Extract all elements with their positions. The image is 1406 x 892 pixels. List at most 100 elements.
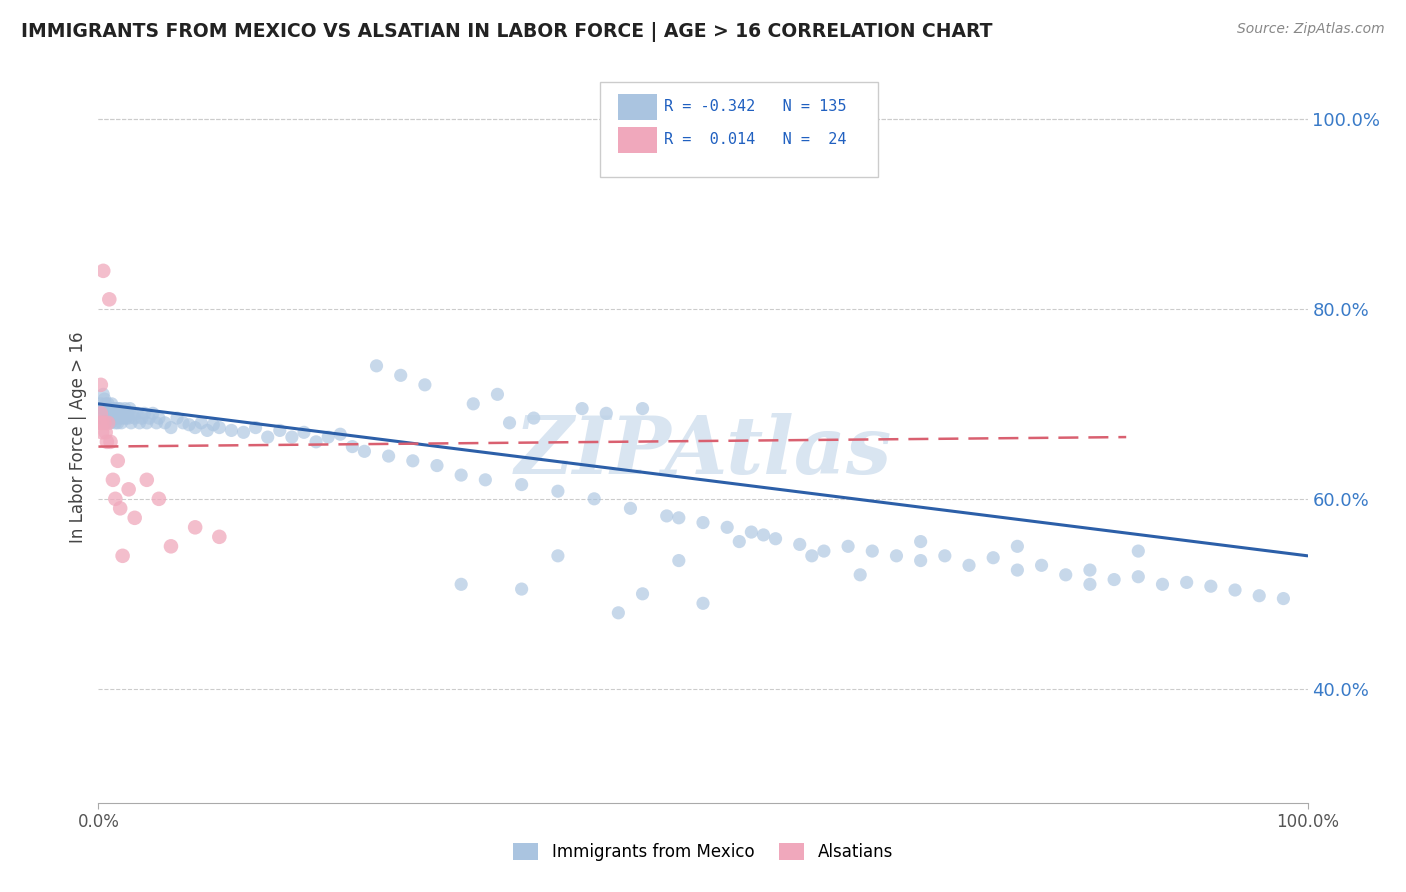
Point	[97, 416, 120, 430]
Point	[402, 454, 425, 468]
Point	[110, 416, 132, 430]
Point	[849, 567, 872, 582]
Point	[118, 411, 141, 425]
Point	[118, 483, 141, 497]
Point	[96, 411, 118, 425]
Point	[631, 587, 654, 601]
Point	[96, 401, 118, 416]
Point	[108, 406, 131, 420]
Point	[450, 468, 472, 483]
Point	[107, 416, 129, 430]
Point	[655, 508, 678, 523]
Point	[108, 411, 131, 425]
Point	[107, 401, 129, 416]
Point	[108, 501, 131, 516]
Point	[886, 549, 908, 563]
Point	[910, 553, 932, 567]
Point	[128, 416, 150, 430]
Point	[94, 425, 117, 440]
Point	[1223, 582, 1246, 597]
Point	[329, 427, 352, 442]
Point	[510, 582, 533, 596]
Point	[510, 477, 533, 491]
Point	[117, 406, 139, 420]
Point	[112, 411, 135, 425]
Point	[1249, 589, 1271, 603]
Y-axis label: In Labor Force | Age > 16: In Labor Force | Age > 16	[69, 331, 87, 543]
Point	[195, 424, 218, 438]
Point	[104, 401, 127, 416]
Point	[571, 401, 593, 416]
FancyBboxPatch shape	[600, 82, 879, 178]
Point	[232, 425, 254, 440]
Point	[547, 549, 569, 563]
Point	[135, 416, 157, 430]
Point	[1054, 567, 1077, 582]
Point	[619, 501, 641, 516]
Point	[765, 532, 787, 546]
Point	[91, 416, 114, 430]
Point	[813, 544, 835, 558]
Point	[94, 416, 117, 430]
Point	[692, 596, 714, 610]
Point	[595, 406, 617, 420]
Point	[104, 491, 127, 506]
Text: R = -0.342   N = 135: R = -0.342 N = 135	[664, 99, 846, 114]
Point	[668, 553, 690, 567]
Point	[127, 406, 149, 420]
Point	[105, 411, 128, 425]
Point	[860, 544, 883, 558]
Point	[377, 449, 399, 463]
Point	[486, 387, 509, 401]
Point	[631, 401, 654, 416]
Point	[668, 511, 690, 525]
Point	[118, 401, 141, 416]
Point	[160, 420, 183, 434]
Point	[957, 558, 980, 573]
Point	[179, 417, 201, 432]
Point	[1199, 579, 1222, 593]
Point	[728, 534, 751, 549]
Point	[184, 420, 207, 434]
Point	[108, 401, 131, 416]
Point	[111, 406, 134, 420]
Point	[100, 434, 122, 449]
Point	[910, 534, 932, 549]
Point	[692, 516, 714, 530]
FancyBboxPatch shape	[619, 127, 657, 153]
Point	[100, 401, 122, 416]
Point	[607, 606, 630, 620]
Text: Source: ZipAtlas.com: Source: ZipAtlas.com	[1237, 22, 1385, 37]
Point	[413, 377, 436, 392]
Point	[208, 420, 231, 434]
Point	[97, 406, 120, 420]
Point	[114, 401, 136, 416]
Point	[91, 401, 114, 416]
Point	[98, 411, 121, 425]
Point	[1272, 591, 1295, 606]
Point	[1128, 570, 1150, 584]
Point	[934, 549, 956, 563]
Point	[172, 416, 194, 430]
Text: IMMIGRANTS FROM MEXICO VS ALSATIAN IN LABOR FORCE | AGE > 16 CORRELATION CHART: IMMIGRANTS FROM MEXICO VS ALSATIAN IN LA…	[21, 22, 993, 42]
Point	[184, 520, 207, 534]
Point	[389, 368, 412, 383]
Point	[103, 411, 125, 425]
Point	[426, 458, 449, 473]
Point	[202, 417, 225, 432]
Point	[91, 387, 114, 401]
Point	[190, 416, 212, 430]
Point	[98, 401, 121, 416]
Point	[166, 411, 188, 425]
Point	[105, 406, 128, 420]
Point	[148, 491, 170, 506]
Point	[124, 411, 146, 425]
Point	[292, 425, 315, 440]
Point	[121, 406, 143, 420]
Point	[104, 416, 127, 430]
Point	[1078, 577, 1101, 591]
Point	[148, 411, 170, 425]
Point	[353, 444, 375, 458]
Point	[145, 416, 167, 430]
Point	[91, 425, 114, 440]
